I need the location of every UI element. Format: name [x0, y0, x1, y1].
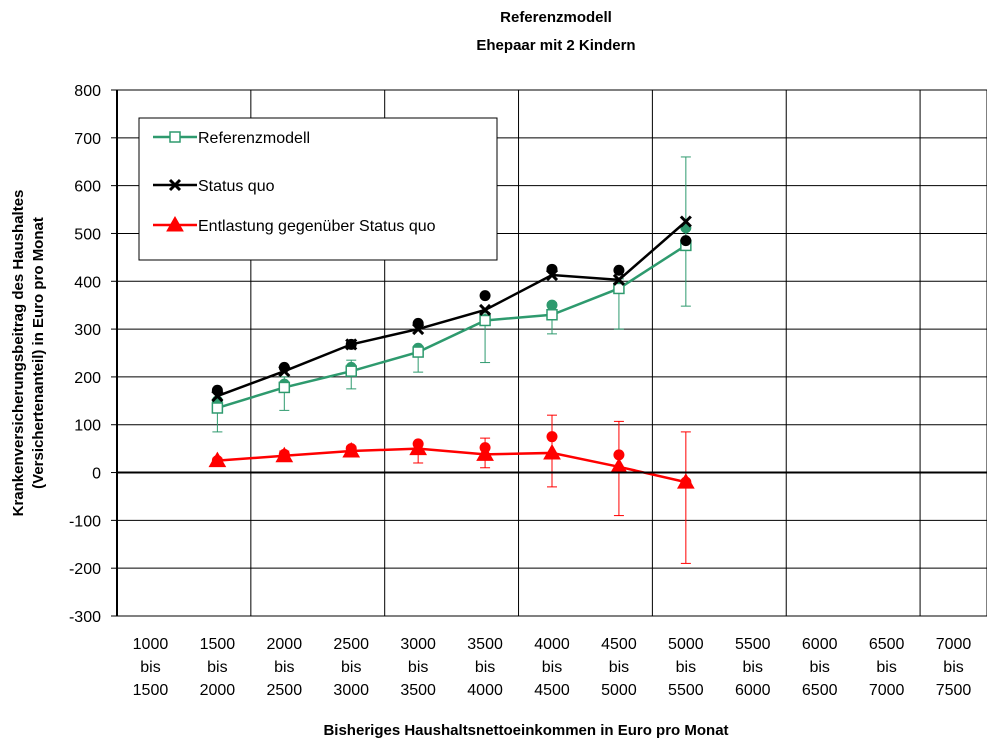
data-point [479, 303, 492, 317]
series-line [217, 447, 687, 484]
y-axis-label: Krankenversicherungsbeitrag des Haushalt… [10, 190, 47, 517]
x-tick-label: 1000 bis 1500 [133, 636, 169, 699]
data-point [409, 439, 428, 456]
x-tick-label: 7000 bis 7500 [936, 636, 972, 699]
x-tick-label: 5500 bis 6000 [735, 636, 771, 699]
y-tick-label: 300 [74, 322, 101, 339]
data-point [613, 282, 625, 295]
legend-marker-stroke [168, 178, 182, 192]
y-tick-label: -300 [69, 609, 101, 626]
series-line [216, 220, 687, 398]
data-point-stroke [479, 303, 492, 317]
x-tick-label: 2000 bis 2500 [267, 636, 303, 699]
data-point [345, 365, 357, 377]
series-2 [208, 414, 695, 564]
y-tick-label: 400 [74, 274, 101, 291]
data-point [479, 314, 491, 327]
data-point-stroke [345, 338, 358, 351]
data-dot [546, 299, 558, 311]
y-tick-label: 100 [74, 418, 101, 435]
legend: Referenzmodell Status quo Entlastung geg… [138, 117, 498, 261]
x-tick-label: 6500 bis 7000 [869, 636, 905, 699]
x-tick-label: 4000 bis 4500 [534, 636, 570, 699]
data-point-stroke [612, 273, 625, 286]
legend-label-entlastung: Entlastung gegenüber Status quo [198, 218, 436, 235]
data-point [412, 323, 425, 336]
x-tick-label: 6000 bis 6500 [802, 636, 838, 699]
data-point [679, 215, 692, 228]
y-tick-label: -100 [69, 513, 101, 530]
data-point [211, 402, 224, 414]
data-point-stroke [679, 215, 692, 228]
legend-marker [169, 131, 181, 143]
series-0 [211, 156, 692, 433]
data-point [278, 381, 291, 394]
data-point-stroke [412, 323, 425, 336]
data-point [612, 273, 625, 286]
data-point [476, 445, 494, 461]
x-axis-label: Bisheriges Haushaltsnettoeinkommen in Eu… [323, 722, 728, 739]
data-point [208, 451, 227, 468]
x-tick-label: 1500 bis 2000 [200, 636, 236, 699]
y-tick-label: 700 [74, 131, 101, 148]
data-dot [680, 235, 692, 247]
chart-subtitle: Ehepaar mit 2 Kindern [476, 37, 635, 54]
x-tick-label: 3000 bis 3500 [400, 636, 436, 699]
series-1 [211, 215, 692, 403]
data-point [676, 473, 695, 489]
data-point [345, 338, 358, 351]
data-point [278, 365, 291, 378]
data-dot [613, 449, 625, 461]
x-tick-label: 3500 bis 4000 [467, 636, 503, 699]
legend-label-referenzmodell: Referenzmodell [198, 130, 310, 147]
y-axis-label-line1: Krankenversicherungsbeitrag des Haushalt… [10, 190, 27, 517]
data-point-stroke [278, 365, 291, 378]
legend-marker [168, 178, 182, 192]
data-dot [479, 290, 491, 302]
y-tick-labels: 800 700 600 500 400 300 200 100 0 -100 -200 -300 [69, 83, 101, 626]
data-point [546, 308, 558, 321]
legend-label-status-quo: Status quo [198, 178, 275, 195]
data-point [412, 346, 424, 358]
y-tick-label: 800 [74, 83, 101, 100]
data-dot [546, 431, 558, 443]
data-point [275, 446, 294, 463]
x-tick-label: 5000 bis 5500 [668, 636, 704, 699]
y-tick-label: 600 [74, 179, 101, 196]
data-point [342, 442, 361, 458]
data-dot [613, 264, 625, 276]
y-tick-label: 500 [74, 226, 101, 243]
series-line [217, 244, 687, 410]
legend-box [138, 117, 498, 261]
data-point [545, 268, 559, 282]
y-tick-label: 0 [92, 466, 101, 483]
data-point-stroke [545, 268, 559, 282]
series-layer [208, 156, 695, 564]
data-point-stroke [211, 389, 224, 403]
x-tick-labels: 1000 bis 1500 1500 bis 2000 2000 bis 2500 2500 bis… [133, 636, 972, 699]
legend-marker [166, 215, 184, 232]
x-tick-label: 4500 bis 5000 [601, 636, 637, 699]
chart-title: Referenzmodell [500, 9, 612, 26]
axes [111, 89, 987, 617]
x-tick-label: 2500 bis 3000 [333, 636, 369, 699]
y-tick-label: -200 [69, 561, 101, 578]
y-axis-label-line2: (Versichertenanteil) in Euro pro Monat [30, 217, 47, 489]
y-tick-label: 200 [74, 370, 101, 387]
data-point [543, 443, 561, 460]
data-point [211, 389, 224, 403]
